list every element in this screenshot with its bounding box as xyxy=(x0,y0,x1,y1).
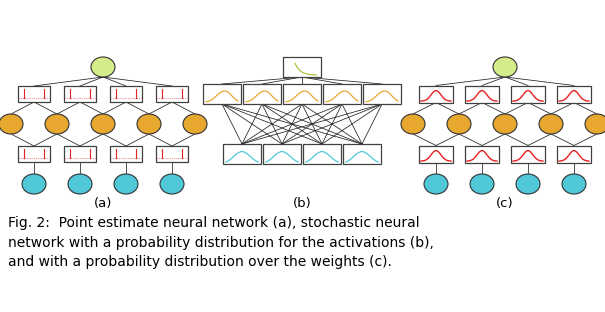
FancyBboxPatch shape xyxy=(18,146,50,162)
FancyBboxPatch shape xyxy=(203,84,241,104)
Text: (a): (a) xyxy=(94,197,112,211)
FancyBboxPatch shape xyxy=(323,84,361,104)
Ellipse shape xyxy=(91,57,115,77)
Ellipse shape xyxy=(183,114,207,134)
FancyBboxPatch shape xyxy=(223,144,261,164)
FancyBboxPatch shape xyxy=(156,86,188,102)
FancyBboxPatch shape xyxy=(110,146,142,162)
FancyBboxPatch shape xyxy=(419,145,453,163)
FancyBboxPatch shape xyxy=(343,144,381,164)
Ellipse shape xyxy=(539,114,563,134)
Ellipse shape xyxy=(447,114,471,134)
FancyBboxPatch shape xyxy=(303,144,341,164)
FancyBboxPatch shape xyxy=(557,145,591,163)
Ellipse shape xyxy=(562,174,586,194)
Ellipse shape xyxy=(493,114,517,134)
FancyBboxPatch shape xyxy=(511,145,545,163)
Ellipse shape xyxy=(68,174,92,194)
Text: Fig. 2:  Point estimate neural network (a), stochastic neural
network with a pro: Fig. 2: Point estimate neural network (a… xyxy=(8,216,434,269)
FancyBboxPatch shape xyxy=(283,84,321,104)
Text: (b): (b) xyxy=(293,197,312,211)
FancyBboxPatch shape xyxy=(64,146,96,162)
Ellipse shape xyxy=(401,114,425,134)
FancyBboxPatch shape xyxy=(511,85,545,103)
Ellipse shape xyxy=(91,114,115,134)
FancyBboxPatch shape xyxy=(243,84,281,104)
FancyBboxPatch shape xyxy=(363,84,401,104)
FancyBboxPatch shape xyxy=(64,86,96,102)
FancyBboxPatch shape xyxy=(156,146,188,162)
Ellipse shape xyxy=(493,57,517,77)
Ellipse shape xyxy=(22,174,46,194)
Text: (c): (c) xyxy=(496,197,514,211)
Ellipse shape xyxy=(45,114,69,134)
FancyBboxPatch shape xyxy=(283,57,321,77)
FancyBboxPatch shape xyxy=(465,85,499,103)
FancyBboxPatch shape xyxy=(110,86,142,102)
Ellipse shape xyxy=(516,174,540,194)
Ellipse shape xyxy=(0,114,23,134)
Ellipse shape xyxy=(114,174,138,194)
FancyBboxPatch shape xyxy=(18,86,50,102)
Ellipse shape xyxy=(470,174,494,194)
Ellipse shape xyxy=(585,114,605,134)
FancyBboxPatch shape xyxy=(419,85,453,103)
Ellipse shape xyxy=(137,114,161,134)
Ellipse shape xyxy=(424,174,448,194)
FancyBboxPatch shape xyxy=(465,145,499,163)
FancyBboxPatch shape xyxy=(263,144,301,164)
FancyBboxPatch shape xyxy=(557,85,591,103)
Ellipse shape xyxy=(160,174,184,194)
